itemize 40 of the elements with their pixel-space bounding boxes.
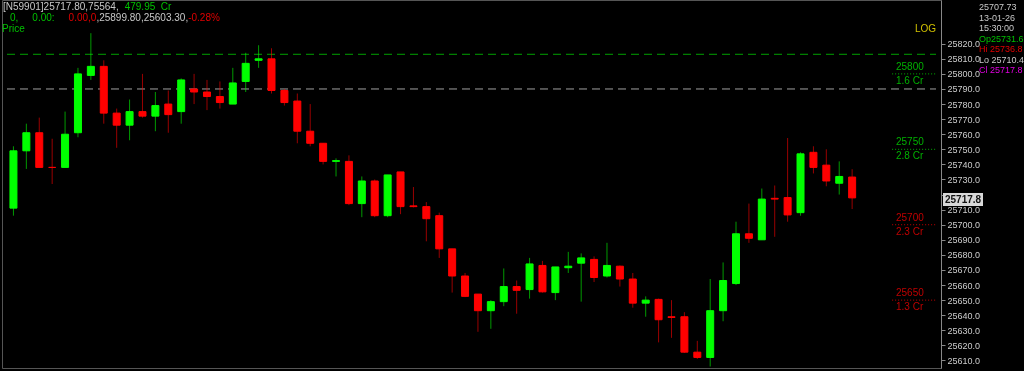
- ref-line-label: 25700 2.3 Cr: [896, 211, 925, 237]
- y-tick-label: 25740.0: [947, 159, 981, 170]
- y-tick-label: 25760.0: [947, 129, 981, 140]
- text: Lo 25710.4: [979, 54, 1024, 66]
- annotation: 0: [90, 12, 97, 23]
- y-tick-label: 25700.0: [947, 220, 981, 231]
- y-tick-label: 25660.0: [947, 280, 981, 291]
- annotation: 479.95 Cr: [124, 1, 172, 12]
- annotation: 0.00:: [32, 12, 55, 23]
- annotation: 0,: [10, 12, 19, 23]
- y-tick-label: 25790.0: [947, 84, 981, 95]
- y-tick-label: 25680.0: [947, 250, 981, 261]
- y-tick-label: 25730.0: [947, 174, 981, 185]
- y-tick-label: 25640.0: [947, 310, 981, 321]
- text: Op25731.6: [979, 33, 1024, 44]
- y-tick-label: 25650.0: [947, 295, 981, 306]
- y-tick-label: 25780.0: [947, 99, 981, 110]
- text: Cl 25717.8: [979, 65, 1023, 75]
- ref-line-label: 25800 1.6 Cr: [896, 60, 925, 86]
- annotation: 0.00,: [68, 12, 91, 23]
- y-tick-label: 25750.0: [947, 144, 981, 155]
- text: 13-01-26: [979, 12, 1016, 24]
- y-tick-label: 25770.0: [947, 114, 981, 125]
- y-tick-label: 25630.0: [947, 325, 981, 336]
- y-tick-label: 25670.0: [947, 265, 981, 276]
- ref-line-label: 25650 1.3 Cr: [896, 287, 925, 313]
- annotation: -0.28%: [188, 12, 220, 23]
- text: Hi 25736.8: [979, 44, 1023, 55]
- annotation: [N59901]25717.80,75564,: [3, 1, 119, 12]
- annotation: ,25899.80,25603.30,: [96, 12, 189, 23]
- text: 15:30:00: [979, 23, 1015, 34]
- y-tick-label: 25690.0: [947, 235, 981, 246]
- text: 25707.73: [979, 2, 1017, 13]
- y-tick-label: 25710.0: [947, 205, 981, 216]
- y-tick-label: 25610.0: [947, 355, 981, 366]
- ref-line-label: 25750 2.8 Cr: [896, 136, 925, 162]
- annotation: Price: [2, 23, 25, 34]
- text: 25717.8: [943, 193, 984, 206]
- y-tick-label: 25620.0: [947, 340, 981, 351]
- annotation: LOG: [914, 23, 936, 34]
